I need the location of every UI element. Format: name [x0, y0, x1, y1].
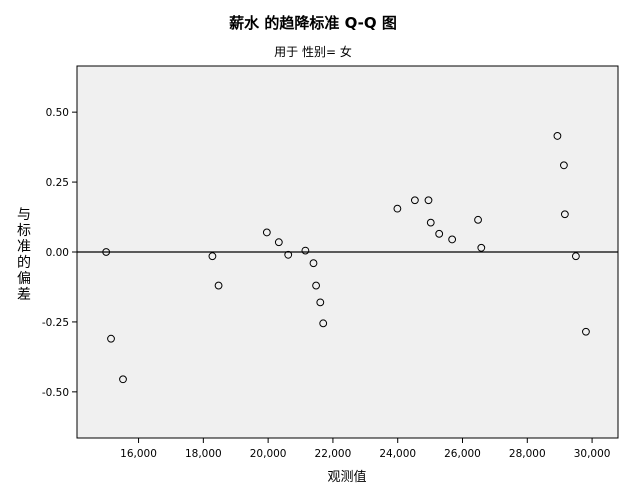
y-tick-label: 0.25 [46, 177, 69, 189]
data-point [208, 252, 217, 261]
x-axis: 16,000 18,000 20,000 22,000 24,000 26,000 28,0… [120, 438, 610, 460]
y-tick-label: -0.50 [42, 387, 69, 399]
data-point [102, 248, 111, 256]
data-point [553, 132, 562, 140]
data-point [560, 161, 568, 170]
data-point [262, 228, 271, 237]
chart-subtitle: 用于 性别= 女 [274, 44, 352, 59]
x-tick-label: 30,000 [574, 448, 611, 460]
x-tick-label: 16,000 [120, 448, 157, 460]
data-point [424, 196, 433, 205]
data-point [426, 218, 435, 227]
x-tick-label: 20,000 [250, 448, 287, 460]
data-point [477, 243, 486, 252]
y-axis-label-char: 差 [17, 287, 31, 303]
y-tick-label: 0.00 [46, 247, 69, 259]
x-tick-label: 18,000 [185, 448, 222, 460]
y-axis-label-char: 准 [17, 239, 31, 255]
y-axis-label-char: 与 [17, 207, 31, 223]
data-point [560, 210, 569, 219]
data-point [312, 281, 320, 290]
x-axis-label: 观测值 [327, 469, 366, 485]
data-points [102, 132, 590, 384]
x-tick-label: 22,000 [315, 448, 352, 460]
data-point [582, 327, 590, 336]
y-axis-label-char: 的 [17, 255, 31, 271]
data-point [284, 250, 293, 259]
data-point [274, 238, 283, 247]
data-point [301, 246, 310, 255]
data-point [448, 235, 457, 244]
x-tick-label: 26,000 [444, 448, 481, 460]
x-tick-label: 24,000 [379, 448, 416, 460]
y-axis-label-char: 标 [17, 223, 31, 239]
y-tick-label: -0.25 [42, 317, 69, 329]
data-point [410, 196, 419, 205]
x-tick-label: 28,000 [509, 448, 546, 460]
data-point [393, 204, 402, 213]
data-point [119, 375, 127, 384]
y-axis-label-char: 偏 [17, 271, 31, 287]
chart-title: 薪水 的趋降标准 Q-Q 图 [229, 14, 397, 32]
data-point [474, 215, 482, 224]
data-point [309, 259, 318, 268]
y-tick-label: 0.50 [46, 107, 69, 119]
data-point [319, 319, 328, 328]
data-point [316, 298, 325, 307]
y-axis: 0.50 0.25 0.00 -0.25 -0.50 [42, 107, 77, 399]
data-point [435, 229, 444, 238]
data-point [571, 252, 580, 261]
data-point [214, 281, 223, 290]
data-point [107, 334, 115, 343]
